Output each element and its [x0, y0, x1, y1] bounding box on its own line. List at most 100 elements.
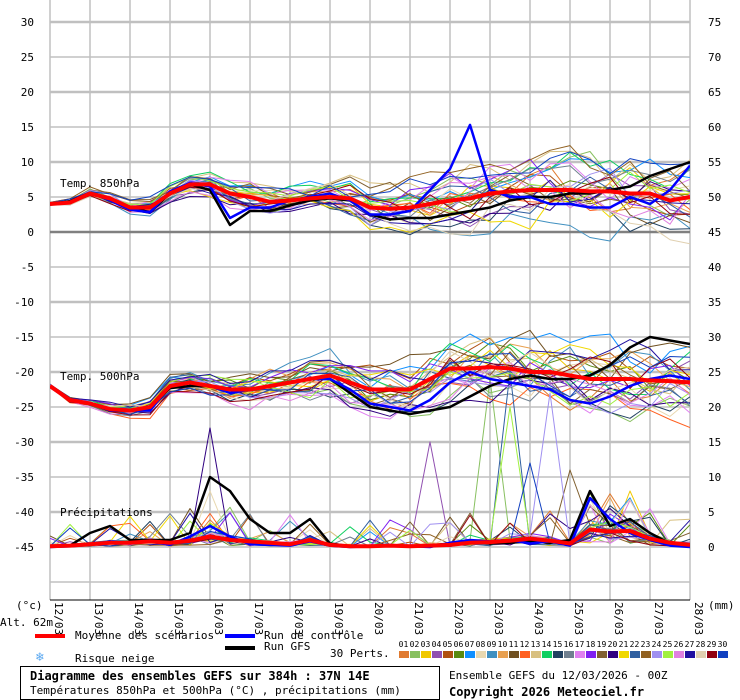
y-right-tick-label: 15 [708, 436, 721, 449]
pert-legend-number: 11 [508, 640, 519, 649]
y-right-tick-label: 70 [708, 51, 721, 64]
legend-control: Run de contrôle [264, 629, 364, 642]
legend-gfs-swatch [225, 646, 255, 650]
pert-30-t850 [50, 151, 690, 204]
y-right-tick-label: 45 [708, 226, 721, 239]
pert-legend-number: 27 [684, 640, 695, 649]
pert-25-t850 [50, 171, 690, 213]
x-tick-label: 23/03 [492, 602, 505, 635]
pert-legend-swatch [718, 651, 728, 658]
y-left-tick-label: -20 [14, 366, 34, 379]
pert-legend-swatch [619, 651, 629, 658]
pert-legend-swatch [509, 651, 519, 658]
pert-legend-number: 07 [464, 640, 475, 649]
pert-legend-number: 24 [651, 640, 662, 649]
y-left-tick-label: 15 [21, 121, 34, 134]
x-tick-label: 15/03 [172, 602, 185, 635]
pert-legend-number: 22 [629, 640, 640, 649]
pert-legend-swatch [443, 651, 453, 658]
pert-24-t850 [50, 167, 690, 226]
pert-legend-swatch [564, 651, 574, 658]
legend-mean: Moyenne des scénarios [75, 629, 215, 642]
x-tick-label: 20/03 [372, 602, 385, 635]
pert-legend-swatch [553, 651, 563, 658]
pert-legend-number: 28 [695, 640, 706, 649]
x-tick-label: 17/03 [252, 602, 265, 635]
pert-legend-number: 06 [453, 640, 464, 649]
pert-legend-swatch [652, 651, 662, 658]
pert-legend-number: 30 [717, 640, 728, 649]
y-right-tick-label: 30 [708, 331, 721, 344]
x-tick-label: 14/03 [132, 602, 145, 635]
pert-21-precip [50, 515, 690, 548]
pert-legend-number: 10 [497, 640, 508, 649]
pert-legend-swatch [432, 651, 442, 658]
y-right-tick-label: 35 [708, 296, 721, 309]
x-tick-label: 19/03 [332, 602, 345, 635]
pert-legend-number: 26 [673, 640, 684, 649]
pert-legend-swatch [674, 651, 684, 658]
legend-mean-swatch [35, 634, 65, 638]
x-tick-label: 13/03 [92, 602, 105, 635]
main-lines [50, 123, 690, 549]
y-left-tick-label: 20 [21, 86, 34, 99]
pert-legend-number: 12 [519, 640, 530, 649]
pert-26-t850 [50, 174, 690, 225]
pert-legend-number: 01 [398, 640, 409, 649]
mean-precip-line [50, 527, 690, 549]
y-left-tick-label: -35 [14, 471, 34, 484]
altitude: Alt. 62m [0, 616, 53, 629]
pert-legend-swatch [410, 651, 420, 658]
y-left-tick-label: -15 [14, 331, 34, 344]
label-t850: Temp. 850hPa [60, 177, 140, 190]
y-left-tick-label: 10 [21, 156, 34, 169]
pert-legend-swatch [454, 651, 464, 658]
pert-21-t500 [50, 344, 690, 411]
snowflake-icon: ❄ [36, 650, 44, 665]
pert-legend-number: 29 [706, 640, 717, 649]
pert-29-t500 [50, 356, 690, 416]
pert-legend-number: 16 [563, 640, 574, 649]
legend-snow: Risque neige [75, 652, 155, 665]
pert-legend-swatch [421, 651, 431, 658]
pert-legend-swatch [696, 651, 706, 658]
y-left-tick-label: 0 [27, 226, 34, 239]
pert-legend-number: 21 [618, 640, 629, 649]
y-left-tick-label: 5 [27, 191, 34, 204]
x-tick-label: 22/03 [452, 602, 465, 635]
chart-title: Diagramme des ensembles GEFS sur 384h : … [30, 669, 370, 683]
pert-legend-swatch [531, 651, 541, 658]
chart-subtitle: Températures 850hPa et 500hPa (°C) , pré… [30, 684, 401, 697]
pert-legend-number: 17 [574, 640, 585, 649]
pert-legend-number: 05 [442, 640, 453, 649]
pert-legend-number: 02 [409, 640, 420, 649]
pert-19-t850 [50, 170, 690, 205]
pert-legend-number: 13 [530, 640, 541, 649]
pert-legend-swatch [498, 651, 508, 658]
y-right-tick-label: 5 [708, 506, 715, 519]
y-left-tick-label: 25 [21, 51, 34, 64]
x-tick-label: 24/03 [532, 602, 545, 635]
pert-legend-number: 08 [475, 640, 486, 649]
mean-t500-line [50, 365, 690, 413]
y-left-tick-label: -10 [14, 296, 34, 309]
pert-legend-number: 20 [607, 640, 618, 649]
y-left-tick-label: -25 [14, 401, 34, 414]
y-left-tick-label: 30 [21, 16, 34, 29]
x-tick-label: 12/03 [52, 602, 65, 635]
ylabel-right: (mm) [708, 599, 735, 612]
y-right-tick-label: 0 [708, 541, 715, 554]
pert-legend-swatch [476, 651, 486, 658]
y-right-tick-label: 65 [708, 86, 721, 99]
legend-control-swatch [225, 634, 255, 638]
y-right-tick-label: 55 [708, 156, 721, 169]
pert-legend-swatch [641, 651, 651, 658]
copyright: Copyright 2026 Meteociel.fr [449, 685, 645, 699]
pert-legend-swatch [465, 651, 475, 658]
y-right-tick-label: 60 [708, 121, 721, 134]
y-right-tick-label: 10 [708, 471, 721, 484]
pert-legend-swatch [586, 651, 596, 658]
y-left-tick-label: -5 [21, 261, 34, 274]
control-t850-line [50, 123, 690, 220]
